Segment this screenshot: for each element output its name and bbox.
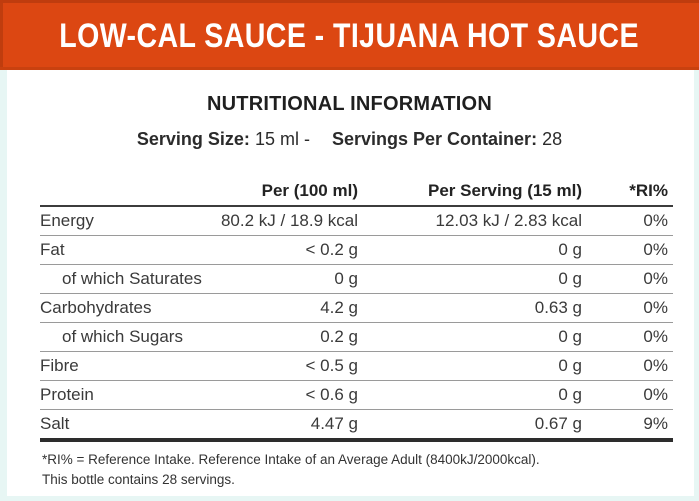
footnote-reference-intake: *RI% = Reference Intake. Reference Intak… <box>42 452 540 467</box>
value-per-100ml: 0.2 g <box>320 327 358 346</box>
value-per-100ml: < 0.5 g <box>305 356 358 375</box>
table-row: Protein < 0.6 g 0 g 0% <box>40 381 673 410</box>
value-ri-percent: 0% <box>643 269 668 288</box>
value-per-serving: 0 g <box>558 240 582 259</box>
value-per-serving: 0 g <box>558 356 582 375</box>
table-row: Salt 4.47 g 0.67 g 9% <box>40 410 673 442</box>
nutrient-name: Protein <box>40 385 94 404</box>
value-per-serving: 0 g <box>558 385 582 404</box>
header-ri-percent: *RI% <box>629 180 668 200</box>
serving-size-label: Serving Size: <box>136 129 250 149</box>
nutrient-name: Fibre <box>40 356 79 375</box>
footnotes: *RI% = Reference Intake. Reference Intak… <box>42 450 669 489</box>
nutrient-name: Energy <box>40 211 94 230</box>
value-ri-percent: 0% <box>643 385 668 404</box>
value-per-100ml: 0 g <box>334 269 358 288</box>
header-per-serving: Per Serving (15 ml) <box>427 180 582 200</box>
table-row: Fibre < 0.5 g 0 g 0% <box>40 352 673 381</box>
servings-per-container-label: Servings Per Container: <box>332 129 538 149</box>
value-per-100ml: < 0.6 g <box>305 385 358 404</box>
photo-edge-bottom <box>0 496 699 501</box>
value-per-serving: 0.63 g <box>534 298 582 317</box>
product-title: LOW-CAL SAUCE - TIJUANA HOT SAUCE <box>59 17 640 55</box>
value-per-serving: 0 g <box>558 327 582 346</box>
section-title: NUTRITIONAL INFORMATION <box>207 93 492 115</box>
value-ri-percent: 0% <box>643 211 668 230</box>
footnote-servings: This bottle contains 28 servings. <box>42 471 235 487</box>
photo-edge-left <box>0 70 7 501</box>
value-ri-percent: 0% <box>643 327 668 346</box>
product-banner: LOW-CAL SAUCE - TIJUANA HOT SAUCE <box>0 0 699 70</box>
value-ri-percent: 0% <box>643 356 668 375</box>
header-per-100ml: Per (100 ml) <box>261 180 358 200</box>
photo-edge-right <box>694 70 699 501</box>
nutrient-name: of which Sugars <box>62 327 183 346</box>
serving-info: Serving Size: 15 ml - Servings Per Conta… <box>0 129 699 150</box>
nutrition-rows: Energy 80.2 kJ / 18.9 kcal 12.03 kJ / 2.83… <box>40 207 673 442</box>
value-ri-percent: 0% <box>643 298 668 317</box>
value-per-100ml: < 0.2 g <box>305 240 358 259</box>
nutrient-name: Salt <box>40 414 70 433</box>
table-row: of which Sugars 0.2 g 0 g 0% <box>40 323 673 352</box>
value-per-serving: 12.03 kJ / 2.83 kcal <box>435 211 582 230</box>
servings-per-container-value: 28 <box>542 129 563 149</box>
serving-size-value: 15 ml - <box>254 129 310 149</box>
value-per-100ml: 80.2 kJ / 18.9 kcal <box>220 211 358 230</box>
nutrition-table: Per (100 ml) Per Serving (15 ml) *RI% En… <box>40 176 673 442</box>
value-per-100ml: 4.2 g <box>320 298 358 317</box>
table-header-row: Per (100 ml) Per Serving (15 ml) *RI% <box>40 176 673 207</box>
value-per-serving: 0 g <box>558 269 582 288</box>
table-row: of which Saturates 0 g 0 g 0% <box>40 265 673 294</box>
value-ri-percent: 9% <box>643 414 668 433</box>
table-row: Fat < 0.2 g 0 g 0% <box>40 236 673 265</box>
table-row: Energy 80.2 kJ / 18.9 kcal 12.03 kJ / 2.83… <box>40 207 673 236</box>
nutrient-name: of which Saturates <box>62 269 202 288</box>
nutrient-name: Fat <box>40 240 65 259</box>
value-per-100ml: 4.47 g <box>310 414 358 433</box>
value-per-serving: 0.67 g <box>534 414 582 433</box>
value-ri-percent: 0% <box>643 240 668 259</box>
table-row: Carbohydrates 4.2 g 0.63 g 0% <box>40 294 673 323</box>
nutrient-name: Carbohydrates <box>40 298 152 317</box>
